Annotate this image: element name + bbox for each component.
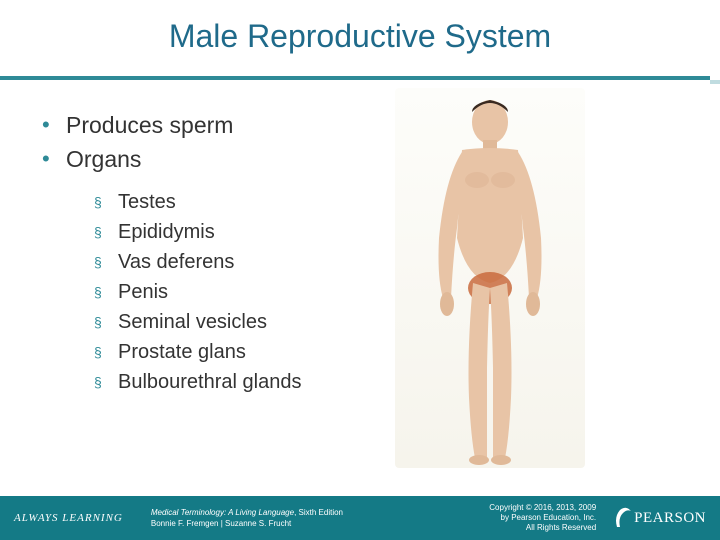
slide-title: Male Reproductive System [0, 0, 720, 55]
sub-bullet-text: Bulbourethral glands [118, 368, 301, 396]
sub-bullet-item: § Vas deferens [94, 248, 372, 276]
pearson-swoosh-icon [614, 507, 632, 529]
footer-citation: Medical Terminology: A Living Language, … [123, 507, 489, 529]
sub-bullet-marker: § [94, 218, 118, 246]
sub-bullet-text: Epididymis [118, 218, 215, 246]
publisher-logo: PEARSON [606, 507, 720, 529]
sub-bullet-list: § Testes § Epididymis § Vas deferens § P… [94, 188, 372, 396]
bullet-marker: • [42, 110, 66, 140]
sub-bullet-item: § Penis [94, 278, 372, 306]
human-body-icon [395, 88, 585, 468]
book-edition: , Sixth Edition [294, 508, 343, 517]
sub-bullet-text: Vas deferens [118, 248, 234, 276]
sub-bullet-marker: § [94, 368, 118, 396]
title-underline [0, 76, 710, 80]
sub-bullet-marker: § [94, 248, 118, 276]
always-learning-label: ALWAYS LEARNING [0, 512, 123, 524]
sub-bullet-text: Seminal vesicles [118, 308, 267, 336]
sub-bullet-text: Testes [118, 188, 176, 216]
sub-bullet-marker: § [94, 188, 118, 216]
copyright-line: All Rights Reserved [489, 523, 596, 533]
sub-bullet-item: § Prostate glans [94, 338, 372, 366]
publisher-name: PEARSON [634, 510, 706, 527]
copyright-line: by Pearson Education, Inc. [489, 513, 596, 523]
anatomy-figure [395, 88, 585, 468]
sub-bullet-item: § Epididymis [94, 218, 372, 246]
book-authors: Bonnie F. Fremgen | Suzanne S. Frucht [151, 518, 489, 529]
bullet-item: • Organs [42, 144, 372, 174]
sub-bullet-item: § Testes [94, 188, 372, 216]
footer-bar: ALWAYS LEARNING Medical Terminology: A L… [0, 496, 720, 540]
sub-bullet-marker: § [94, 278, 118, 306]
sub-bullet-item: § Bulbourethral glands [94, 368, 372, 396]
bullet-text: Organs [66, 144, 141, 174]
content-area: • Produces sperm • Organs § Testes § Epi… [42, 110, 372, 398]
bullet-marker: • [42, 144, 66, 174]
book-title: Medical Terminology: A Living Language [151, 508, 294, 517]
bullet-item: • Produces sperm [42, 110, 372, 140]
sub-bullet-marker: § [94, 338, 118, 366]
sub-bullet-text: Prostate glans [118, 338, 246, 366]
sub-bullet-text: Penis [118, 278, 168, 306]
sub-bullet-marker: § [94, 308, 118, 336]
copyright-line: Copyright © 2016, 2013, 2009 [489, 503, 596, 513]
copyright-block: Copyright © 2016, 2013, 2009 by Pearson … [489, 503, 606, 533]
sub-bullet-item: § Seminal vesicles [94, 308, 372, 336]
bullet-text: Produces sperm [66, 110, 233, 140]
